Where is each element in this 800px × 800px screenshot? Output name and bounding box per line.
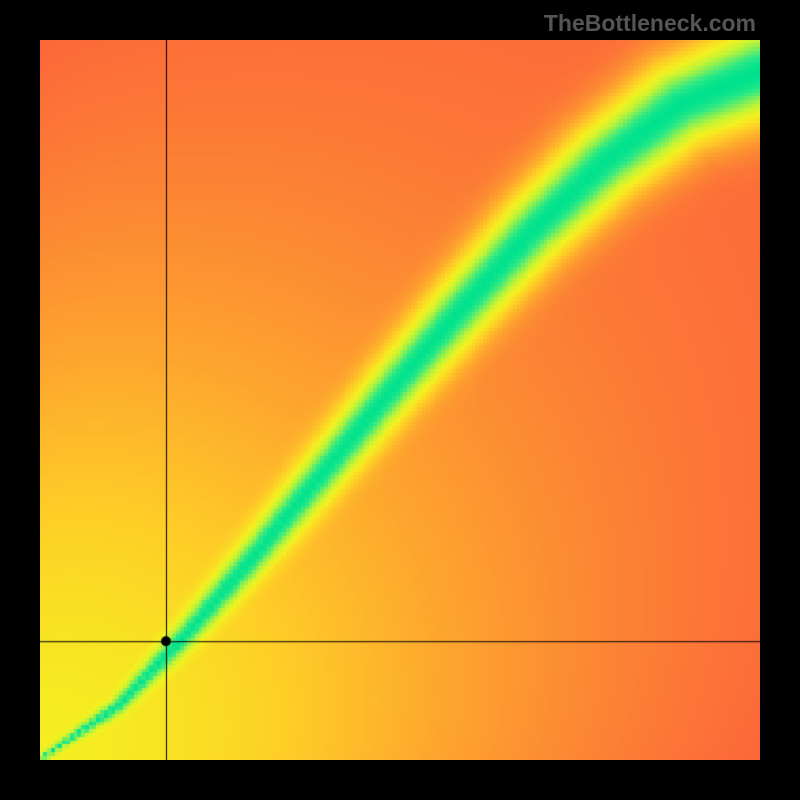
figure-root: TheBottleneck.com [0, 0, 800, 800]
heatmap-plot [40, 40, 760, 760]
watermark-label: TheBottleneck.com [544, 10, 756, 37]
heatmap-canvas [40, 40, 760, 760]
